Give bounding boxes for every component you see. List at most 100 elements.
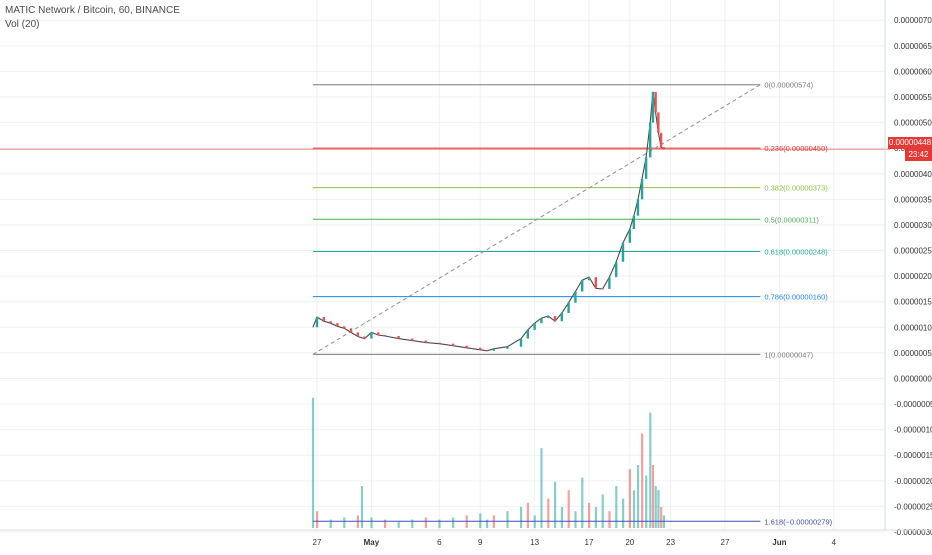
price-candle <box>492 348 495 351</box>
volume-bar <box>588 502 591 528</box>
price-candle <box>465 345 468 348</box>
symbol-title[interactable]: MATIC Network / Bitcoin, 60, BINANCE <box>5 5 180 16</box>
price-candle <box>411 338 414 341</box>
volume-bar <box>411 519 414 528</box>
volume-bar <box>601 494 604 528</box>
price-candle <box>526 329 529 339</box>
price-candle <box>560 312 563 322</box>
volume-bar <box>329 519 332 528</box>
volume-bar <box>438 519 441 528</box>
volume-bar <box>554 481 557 528</box>
price-candle <box>451 343 455 346</box>
volume-bar <box>370 517 373 528</box>
price-candle <box>377 332 380 335</box>
volume-bar <box>622 498 625 528</box>
fib-level-label: 0.236(0.00000450) <box>764 144 828 153</box>
volume-bar <box>657 490 660 528</box>
price-candle <box>383 334 387 336</box>
fib-trend-line <box>312 84 761 355</box>
price-candle <box>370 332 373 339</box>
volume-bar <box>479 513 482 528</box>
volume-bar <box>594 507 597 528</box>
volume-bar <box>567 490 570 528</box>
price-candle <box>654 91 657 113</box>
chart-legend: MATIC Network / Bitcoin, 60, BINANCE Vol… <box>5 4 180 32</box>
volume-bar <box>615 486 618 528</box>
price-candle <box>662 147 665 150</box>
volume-bar <box>641 433 644 528</box>
volume-bar <box>654 486 657 528</box>
volume-bar <box>540 448 543 528</box>
volume-bar <box>343 517 346 528</box>
volume-bar <box>384 519 387 528</box>
price-candle <box>329 321 332 324</box>
x-tick-label: May <box>364 538 380 547</box>
volume-bar <box>660 507 663 528</box>
volume-bar <box>645 475 648 528</box>
fib-level-label: 1(0.00000047) <box>764 350 813 359</box>
volume-bar <box>628 469 631 528</box>
x-tick-label: 27 <box>721 538 730 547</box>
fib-retracement[interactable]: 0(0.00000574) 0.236(0.00000450) 0.382(0.00… <box>0 81 890 527</box>
price-candle <box>479 347 482 350</box>
price-candle <box>363 336 366 339</box>
price-candle <box>657 112 660 133</box>
volume-study-label[interactable]: Vol (20) <box>5 19 40 30</box>
price-candle <box>574 291 577 303</box>
volume-bar <box>632 490 636 528</box>
fib-level-label: 0.786(0.00000160) <box>764 293 828 302</box>
price-candle <box>649 122 652 158</box>
x-tick-label: 20 <box>625 538 634 547</box>
price-candle <box>659 132 663 148</box>
x-tick-label: 13 <box>530 538 539 547</box>
price-candle <box>636 199 640 216</box>
volume-bar <box>360 486 364 528</box>
volume-bar <box>526 502 529 528</box>
price-candle <box>581 280 584 292</box>
price-candle <box>632 215 636 230</box>
x-tick-label: 6 <box>437 538 442 547</box>
price-candle <box>343 326 346 329</box>
bar-countdown-badge: 23:42 <box>905 149 932 161</box>
volume-bar <box>397 521 400 528</box>
price-candle <box>424 340 427 343</box>
price-candle <box>533 323 536 330</box>
price-candle <box>553 316 557 322</box>
volume-bar <box>311 397 315 528</box>
price-candle <box>485 349 489 351</box>
volume-bar <box>486 519 489 528</box>
fib-level-label: 0(0.00000574) <box>764 81 813 90</box>
volume-bar <box>651 465 655 528</box>
volume-bar <box>560 507 563 528</box>
price-candle <box>615 261 618 278</box>
price-candle <box>438 342 441 344</box>
price-candle <box>547 316 550 319</box>
price-candle <box>315 317 319 328</box>
price-candle <box>349 328 353 333</box>
volume-bar <box>506 511 509 528</box>
volume-bar <box>608 511 611 528</box>
price-candle <box>628 229 631 243</box>
fib-level-label: 0.382(0.00000373) <box>764 184 828 193</box>
grid <box>0 0 885 533</box>
volume-bar <box>316 511 319 528</box>
price-candle <box>644 157 648 179</box>
